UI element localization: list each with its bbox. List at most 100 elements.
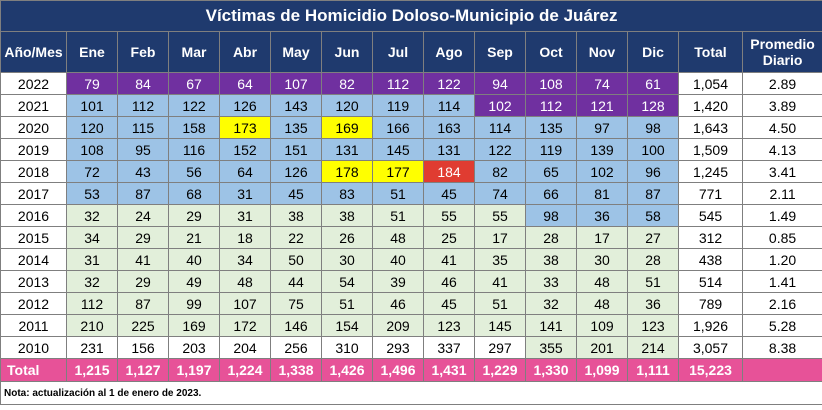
row-daily-average: 5.28: [741, 314, 822, 337]
row-total: 312: [678, 226, 743, 249]
row-year: 2012: [0, 292, 67, 315]
month-value: 51: [372, 204, 424, 227]
header-month-ago: Ago: [423, 31, 475, 73]
month-value: 45: [423, 182, 475, 205]
month-value: 35: [474, 248, 526, 271]
month-value: 112: [117, 94, 169, 117]
month-total: 1,496: [372, 358, 424, 382]
header-month-abr: Abr: [219, 31, 271, 73]
header-avg: Promedio Diario: [741, 31, 822, 73]
table-row: 2020 120 115 158 173 135 169 166 163 114 135 97 98 1,…: [0, 116, 822, 139]
month-value: 201: [576, 336, 628, 359]
month-value: 107: [270, 72, 322, 95]
row-year: 2018: [0, 160, 67, 183]
month-value: 122: [168, 94, 220, 117]
month-value: 68: [168, 182, 220, 205]
month-value: 51: [372, 182, 424, 205]
month-value: 173: [219, 116, 271, 139]
row-total: 1,245: [678, 160, 743, 183]
header-month-ene: Ene: [66, 31, 118, 73]
header-total: Total: [678, 31, 743, 73]
month-value: 123: [627, 314, 679, 337]
month-value: 355: [525, 336, 577, 359]
month-value: 146: [270, 314, 322, 337]
month-value: 41: [117, 248, 169, 271]
month-value: 40: [168, 248, 220, 271]
month-value: 36: [576, 204, 628, 227]
month-value: 172: [219, 314, 271, 337]
month-value: 102: [474, 94, 526, 117]
month-value: 126: [219, 94, 271, 117]
month-value: 109: [576, 314, 628, 337]
month-value: 177: [372, 160, 424, 183]
month-value: 184: [423, 160, 475, 183]
month-value: 156: [117, 336, 169, 359]
table-row: 2015 34 29 21 18 22 26 48 25 17 28 17 27 312 0.85: [0, 226, 822, 249]
month-value: 141: [525, 314, 577, 337]
month-value: 98: [525, 204, 577, 227]
month-value: 51: [474, 292, 526, 315]
month-value: 99: [168, 292, 220, 315]
table-row: 2018 72 43 56 64 126 178 177 184 82 65 102 96 1,245 3.…: [0, 160, 822, 183]
month-value: 108: [525, 72, 577, 95]
grand-total: 15,223: [678, 358, 743, 382]
month-total: 1,197: [168, 358, 220, 382]
month-total: 1,224: [219, 358, 271, 382]
table-body: 2022 79 84 67 64 107 82 112 122 94 108 74 61 1,054 2.8…: [0, 72, 822, 359]
month-value: 114: [423, 94, 475, 117]
month-value: 29: [117, 270, 169, 293]
month-value: 97: [576, 116, 628, 139]
month-value: 48: [576, 292, 628, 315]
month-value: 26: [321, 226, 373, 249]
row-year: 2011: [0, 314, 67, 337]
row-daily-average: 2.89: [741, 72, 822, 95]
month-value: 29: [168, 204, 220, 227]
row-total: 438: [678, 248, 743, 271]
month-value: 17: [474, 226, 526, 249]
row-year: 2015: [0, 226, 67, 249]
table-row: 2021 101 112 122 126 143 120 119 114 102 112 121 128…: [0, 94, 822, 117]
month-value: 120: [321, 94, 373, 117]
table-row: 2011 210 225 169 172 146 154 209 123 145 141 109 123…: [0, 314, 822, 337]
month-value: 82: [474, 160, 526, 183]
month-value: 131: [423, 138, 475, 161]
row-total: 514: [678, 270, 743, 293]
table-title: Víctimas de Homicidio Doloso-Municipio d…: [0, 0, 822, 32]
totals-avg-cell: [741, 358, 822, 382]
month-value: 21: [168, 226, 220, 249]
header-avg-line1: Promedio: [750, 36, 815, 52]
row-year: 2017: [0, 182, 67, 205]
row-daily-average: 4.50: [741, 116, 822, 139]
month-value: 114: [474, 116, 526, 139]
row-total: 3,057: [678, 336, 743, 359]
month-value: 102: [576, 160, 628, 183]
month-value: 48: [219, 270, 271, 293]
month-value: 27: [627, 226, 679, 249]
month-total: 1,215: [66, 358, 118, 382]
month-value: 53: [66, 182, 118, 205]
row-year: 2019: [0, 138, 67, 161]
month-value: 22: [270, 226, 322, 249]
month-value: 169: [168, 314, 220, 337]
month-value: 31: [66, 248, 118, 271]
month-value: 50: [270, 248, 322, 271]
row-total: 1,926: [678, 314, 743, 337]
month-value: 214: [627, 336, 679, 359]
table-row: 2014 31 41 40 34 50 30 40 41 35 38 30 28 438 1.20: [0, 248, 822, 271]
month-value: 119: [372, 94, 424, 117]
month-value: 61: [627, 72, 679, 95]
month-value: 178: [321, 160, 373, 183]
month-value: 107: [219, 292, 271, 315]
month-value: 32: [66, 270, 118, 293]
month-value: 87: [627, 182, 679, 205]
header-year: Año/Mes: [0, 31, 67, 73]
month-value: 24: [117, 204, 169, 227]
month-total: 1,111: [627, 358, 679, 382]
month-value: 166: [372, 116, 424, 139]
month-value: 112: [372, 72, 424, 95]
month-value: 34: [66, 226, 118, 249]
row-daily-average: 3.89: [741, 94, 822, 117]
table-row: 2013 32 29 49 48 44 54 39 46 41 33 48 51 514 1.41: [0, 270, 822, 293]
table-row: 2010 231 156 203 204 256 310 293 337 297 355 201 214…: [0, 336, 822, 359]
